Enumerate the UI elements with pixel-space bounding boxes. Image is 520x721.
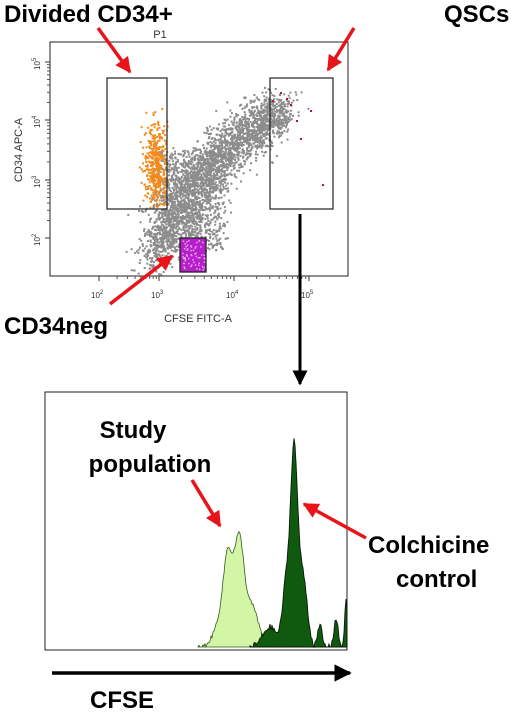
colchicine-label-line1: Colchicine bbox=[368, 532, 489, 559]
y-axis-label: CD34 APC-A bbox=[13, 117, 25, 182]
divided-cd34-label: Divided CD34+ bbox=[4, 1, 173, 28]
cd34neg-gate-dots bbox=[182, 240, 206, 271]
colchicine-arrow bbox=[302, 502, 367, 540]
colchicine-control-histogram bbox=[249, 438, 348, 649]
study-population-arrow bbox=[190, 479, 222, 528]
x-tick-label: 103 bbox=[151, 290, 164, 300]
cfse-label: CFSE bbox=[90, 687, 154, 714]
x-axis-label: CFSE FITC-A bbox=[164, 313, 232, 325]
divided-cd34-gate bbox=[106, 77, 168, 210]
histogram-panel: Study population Colchicine control bbox=[44, 391, 489, 651]
x-tick-label: 104 bbox=[226, 290, 239, 300]
cd34neg-label: CD34neg bbox=[4, 313, 108, 340]
x-axis-ticks: 102 103 104 105 bbox=[91, 276, 314, 300]
scatter-panel: P1 CD34 APC-A CFSE FITC-A 102 103 104 105 1… bbox=[13, 29, 349, 325]
study-population-label-line1: Study bbox=[100, 417, 167, 444]
cd34neg-arrow bbox=[108, 254, 174, 306]
plot-title: P1 bbox=[153, 29, 166, 41]
study-population-label-line2: population bbox=[89, 451, 212, 478]
x-tick-label: 102 bbox=[91, 290, 104, 300]
y-tick-label: 104 bbox=[32, 115, 42, 128]
qscs-label: QSCs bbox=[444, 1, 509, 28]
y-tick-label: 105 bbox=[32, 57, 42, 70]
colchicine-label-line2: control bbox=[396, 566, 477, 593]
qscs-gate bbox=[269, 77, 334, 210]
y-axis-ticks: 102 103 104 105 bbox=[32, 57, 50, 246]
divided-cd34-arrow bbox=[96, 26, 132, 74]
y-tick-label: 103 bbox=[32, 175, 42, 188]
scatter-cloud bbox=[125, 86, 324, 276]
qscs-arrow bbox=[326, 27, 356, 72]
x-tick-label: 105 bbox=[301, 290, 314, 300]
y-tick-label: 102 bbox=[32, 233, 42, 246]
